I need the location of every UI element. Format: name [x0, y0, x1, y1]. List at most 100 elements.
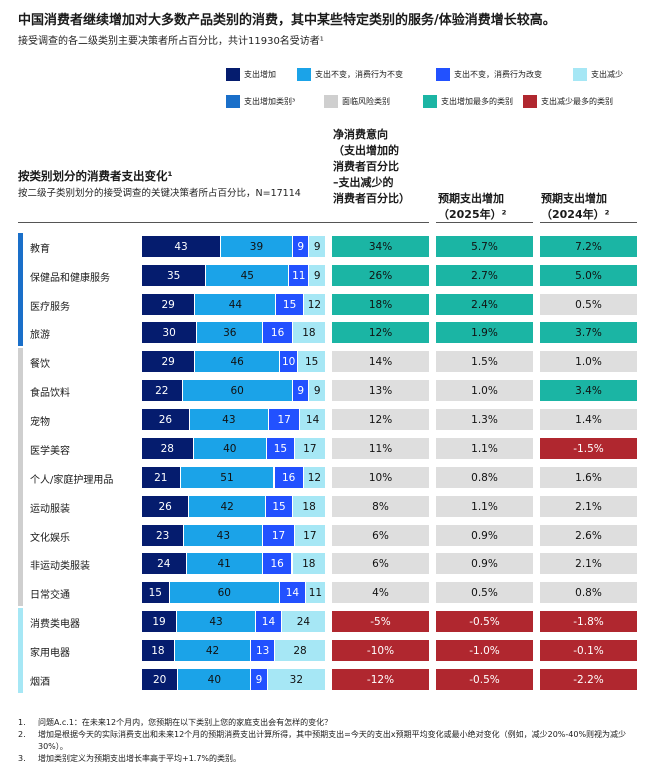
legend-swatch: [324, 95, 338, 108]
bar-segment: 12: [303, 467, 325, 488]
exp-2024-cell: 1.6%: [540, 467, 637, 488]
footnotes: 1. 问题A.c.1：在未来12个月内，您预期在以下类别上您的家庭支出会有怎样的…: [18, 717, 638, 765]
exp-2024-cell: 2.6%: [540, 525, 637, 546]
bar-segment: 42: [189, 496, 265, 517]
net-intent-header-line: 净消费意向: [333, 128, 388, 141]
category-label: 个人/家庭护理用品: [30, 475, 114, 486]
footnote: 2. 增加是根据今天的实际消费支出和未来12个月的预期消费支出计算所得，其中预期…: [18, 729, 638, 753]
bar-segment: 43: [189, 409, 268, 430]
bar-segment: 26: [142, 496, 189, 517]
bar-segment: 41: [186, 553, 262, 574]
category-label: 文化娱乐: [30, 533, 70, 544]
legend-label: 支出不变，消费行为改变: [454, 70, 542, 79]
net-intent-cell: 14%: [332, 351, 429, 372]
net-intent-header-line: （支出增加的: [333, 144, 399, 157]
bar-segment: 17: [294, 525, 325, 546]
bar-segment: 46: [195, 351, 279, 372]
exp-2025-cell: 1.0%: [436, 380, 533, 401]
net-intent-cell: 6%: [332, 525, 429, 546]
legend-item: 支出减少: [573, 68, 623, 81]
legend-item: 支出不变，消费行为改变: [436, 68, 542, 81]
net-intent-cell: -5%: [332, 611, 429, 632]
net-intent-header-line: 消费者百分比）: [333, 192, 410, 205]
bar-segment: 23: [142, 525, 184, 546]
exp-2025-cell: 0.9%: [436, 553, 533, 574]
bar-segment: 30: [142, 322, 197, 343]
bar-segment: 51: [180, 467, 274, 488]
header-divider: [540, 222, 637, 223]
bar-segment: 17: [263, 525, 294, 546]
bar-segment: 24: [281, 611, 325, 632]
exp-2024-cell: 0.5%: [540, 294, 637, 315]
exp-2025-header-line: （2025年）²: [438, 208, 507, 221]
footnote-number: 2.: [18, 730, 26, 739]
exp-2024-cell: 7.2%: [540, 236, 637, 257]
bar-segment: 39: [221, 236, 292, 257]
exp-2024-header-line: （2024年）²: [541, 208, 610, 221]
exp-2025-cell: 2.7%: [436, 265, 533, 286]
category-label: 餐饮: [30, 359, 50, 370]
bar-segment: 11: [305, 582, 325, 603]
category-label: 消费类电器: [30, 619, 80, 630]
bar-segment: 45: [206, 265, 289, 286]
exp-2025-cell: 1.1%: [436, 438, 533, 459]
bar-segment: 15: [142, 582, 169, 603]
bar-segment: 42: [174, 640, 251, 661]
category-label: 家用电器: [30, 648, 70, 659]
legend-label: 支出不变，消费行为不变: [315, 70, 403, 79]
exp-2025-cell: -0.5%: [436, 611, 533, 632]
bar-segment: 60: [169, 582, 279, 603]
category-label: 宠物: [30, 417, 50, 428]
footnote-number: 3.: [18, 754, 26, 763]
page-subtitle: 接受调查的各二级类别主要决策者所占百分比，共计11930名受访者¹: [18, 36, 324, 47]
exp-2024-cell: 1.0%: [540, 351, 637, 372]
bar-segment: 9: [251, 669, 267, 690]
net-intent-cell: 12%: [332, 409, 429, 430]
bar-segment: 32: [267, 669, 325, 690]
exp-2024-cell: -1.8%: [540, 611, 637, 632]
legend-swatch: [297, 68, 311, 81]
legend-label: 支出增加最多的类别: [441, 97, 513, 106]
footnote-number: 1.: [18, 718, 26, 727]
legend-item: 支出不变，消费行为不变: [297, 68, 403, 81]
exp-2025-header: 预期支出增加 （2025年）²: [438, 191, 538, 223]
exp-2024-cell: -2.2%: [540, 669, 637, 690]
net-intent-cell: 10%: [332, 467, 429, 488]
legend-label: 支出减少: [591, 70, 623, 79]
net-intent-cell: 12%: [332, 322, 429, 343]
legend-item: 面临风险类别: [324, 95, 390, 108]
section-subtitle: 按二级子类别划分的接受调查的关键决策者所占百分比，N=17114: [18, 188, 301, 199]
legend-swatch: [523, 95, 537, 108]
exp-2024-cell: 2.1%: [540, 496, 637, 517]
category-label: 教育: [30, 244, 50, 255]
exp-2025-cell: 0.9%: [436, 525, 533, 546]
net-intent-header-line: –支出减少的: [333, 176, 394, 189]
bar-segment: 10: [280, 351, 298, 372]
bar-segment: 14: [280, 582, 305, 603]
bar-segment: 14: [300, 409, 325, 430]
legend-item: 支出减少最多的类别: [523, 95, 613, 108]
bar-segment: 36: [197, 322, 263, 343]
net-intent-cell: -10%: [332, 640, 429, 661]
net-intent-cell: 13%: [332, 380, 429, 401]
category-label: 医学美容: [30, 446, 70, 457]
bar-segment: 24: [142, 553, 186, 574]
bar-segment: 40: [193, 438, 267, 459]
bar-segment: 22: [142, 380, 182, 401]
legend-label: 面临风险类别: [342, 97, 390, 106]
bar-segment: 9: [292, 236, 309, 257]
bar-segment: 17: [294, 438, 325, 459]
footnote: 3. 增加类别定义为预期支出增长率高于平均+1.7%的类别。: [18, 753, 638, 765]
bar-segment: 29: [142, 351, 195, 372]
exp-2025-cell: 5.7%: [436, 236, 533, 257]
category-label: 保健品和健康服务: [30, 273, 110, 284]
footnote: 1. 问题A.c.1：在未来12个月内，您预期在以下类别上您的家庭支出会有怎样的…: [18, 717, 638, 729]
bar-segment: 9: [309, 380, 325, 401]
footnote-text: 增加类别定义为预期支出增长率高于平均+1.7%的类别。: [38, 754, 242, 763]
legend-swatch: [226, 95, 240, 108]
bar-segment: 20: [142, 669, 178, 690]
bar-segment: 16: [274, 467, 303, 488]
net-intent-cell: 6%: [332, 553, 429, 574]
bar-segment: 40: [178, 669, 251, 690]
bar-segment: 9: [292, 380, 309, 401]
